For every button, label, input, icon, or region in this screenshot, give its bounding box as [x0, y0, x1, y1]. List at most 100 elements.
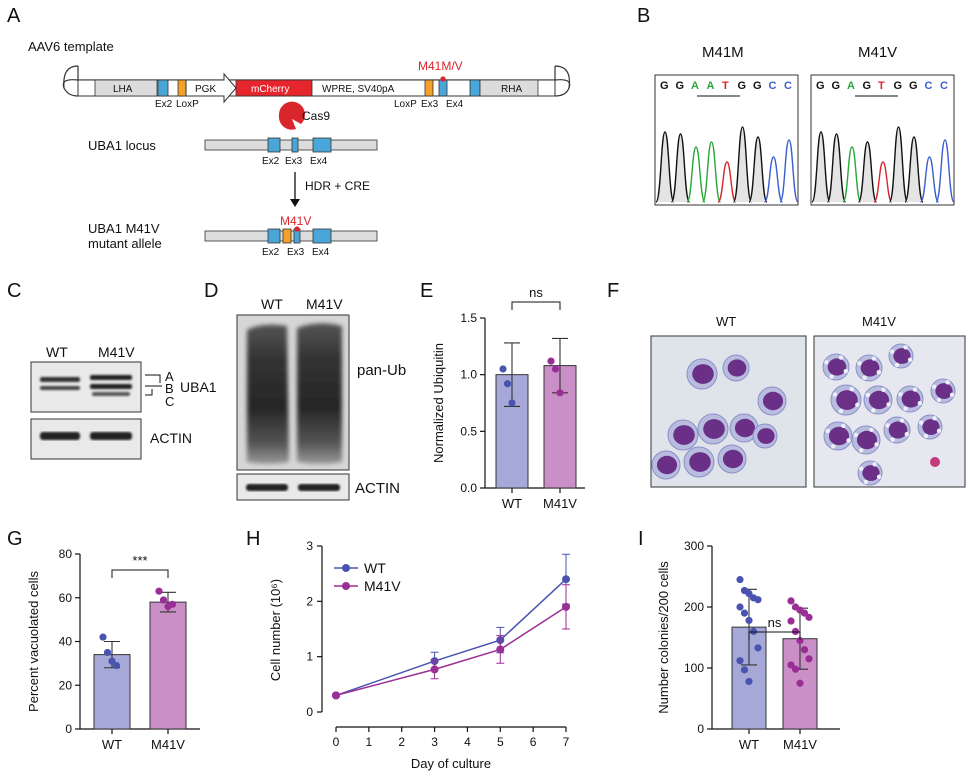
data-point — [805, 655, 813, 663]
data-point — [562, 575, 570, 584]
data-point — [547, 357, 555, 365]
y-tick-label: 80 — [59, 547, 73, 561]
base-letter: T — [878, 80, 885, 92]
legend-marker — [342, 582, 350, 590]
trace-peak — [904, 136, 924, 203]
panel-label-b: B — [637, 5, 650, 27]
panel-d-western: WT M41V pan-Ub ACTIN — [236, 296, 406, 501]
series-line — [335, 606, 567, 697]
m41v-label-a: M41V — [280, 214, 311, 228]
data-point — [754, 596, 762, 604]
vacuole — [923, 433, 929, 439]
data-point — [508, 399, 516, 407]
vacuole — [871, 408, 876, 413]
data-point — [787, 661, 795, 669]
ex2-label-b: Ex2 — [262, 156, 280, 167]
vacuole — [918, 420, 924, 425]
lane-label-wt-c: WT — [46, 344, 68, 360]
wpre-label: WPRE, SV40pA — [322, 84, 395, 95]
y-tick-label: 20 — [59, 678, 73, 692]
y-tick-label: 2 — [306, 594, 313, 608]
panel-label-a: A — [7, 5, 21, 27]
legend-label: M41V — [364, 578, 401, 594]
y-axis-label: Number colonies/200 cells — [656, 561, 671, 714]
lane-label-wt-d: WT — [261, 296, 283, 312]
significance-label: *** — [132, 553, 147, 568]
data-point — [796, 636, 804, 645]
cell-nucleus — [734, 418, 756, 438]
mutation-label: M41M/V — [418, 59, 463, 73]
vacuole — [838, 408, 844, 414]
data-point — [787, 617, 795, 625]
y-tick-label: 3 — [306, 539, 313, 553]
x-axis-label: Day of culture — [411, 756, 491, 771]
trace-peak — [732, 126, 753, 203]
data-point — [791, 627, 800, 636]
rha-label: RHA — [501, 84, 522, 95]
y-tick-label: 0 — [697, 722, 704, 736]
panel-label-h: H — [246, 528, 260, 550]
vacuole — [843, 368, 849, 374]
vacuole — [907, 357, 913, 363]
y-axis-label: Percent vacuolated cells — [26, 571, 41, 712]
ex4-label-c: Ex4 — [312, 247, 330, 258]
vacuole — [841, 423, 846, 429]
vacuole — [862, 375, 867, 380]
trace-peak — [701, 141, 722, 203]
panel-label-g: G — [7, 528, 23, 550]
vacuole — [876, 474, 882, 480]
y-axis-label: Cell number (10⁶) — [268, 579, 283, 681]
lane-label-m41v-c: M41V — [98, 344, 135, 360]
vacuole — [881, 387, 886, 393]
pan-ub-label: pan-Ub — [357, 362, 406, 379]
cell-nucleus — [722, 449, 744, 469]
trace-peak — [842, 146, 862, 203]
x-tick-label: 3 — [431, 735, 438, 749]
series-line — [335, 578, 567, 697]
data-point — [745, 616, 753, 625]
y-tick-label: 1.0 — [460, 368, 477, 382]
base-letter: C — [940, 80, 948, 92]
data-point — [740, 609, 749, 617]
vacuole — [858, 466, 864, 471]
panel-label-i: I — [638, 528, 644, 550]
mcherry-block — [235, 79, 313, 97]
vacuole — [825, 428, 830, 434]
significance-bracket — [511, 301, 561, 310]
significance-label: ns — [529, 285, 543, 300]
locus-label: UBA1 locus — [88, 138, 156, 153]
data-point — [168, 600, 177, 608]
x-tick-label: WT — [739, 737, 759, 752]
actin-label-d: ACTIN — [355, 480, 400, 497]
cell-nucleus — [828, 426, 850, 446]
data-point — [805, 613, 813, 621]
x-tick-label: 7 — [563, 735, 570, 749]
rha-block — [479, 79, 539, 97]
panel-label-e: E — [420, 280, 433, 302]
data-point — [562, 602, 570, 611]
vacuole — [829, 374, 834, 379]
loxp-block — [177, 79, 187, 97]
vacuole — [824, 360, 829, 365]
vacuole — [931, 384, 937, 389]
base-letter: G — [660, 80, 669, 92]
chromatogram-title-left: M41M — [702, 44, 744, 61]
x-tick-label: 6 — [530, 735, 537, 749]
chromatogram-title-right: M41V — [858, 44, 897, 61]
cell-nucleus — [922, 419, 940, 435]
vacuole — [855, 402, 860, 407]
cell-nucleus — [893, 348, 911, 364]
vacuole — [849, 386, 854, 392]
chart-e: 0.0 0.5 1.0 1.5 Normalized Ubiquitin WT M41V ns — [431, 285, 585, 511]
trace-peak — [779, 139, 799, 203]
lha-label: LHA — [113, 84, 133, 95]
vacuole — [886, 402, 891, 407]
panel-a-schematic: AAV6 template LHA PGK mCherry WPRE, SV40… — [28, 39, 571, 258]
trace-peak — [686, 146, 706, 203]
data-point — [112, 661, 121, 670]
y-tick-label: 40 — [59, 635, 73, 649]
vacuole — [831, 444, 836, 449]
vacuole — [894, 362, 900, 368]
trace-peak — [873, 161, 893, 203]
chart-i: 0 100 200 300 Number colonies/200 cells WT M41… — [656, 539, 840, 752]
